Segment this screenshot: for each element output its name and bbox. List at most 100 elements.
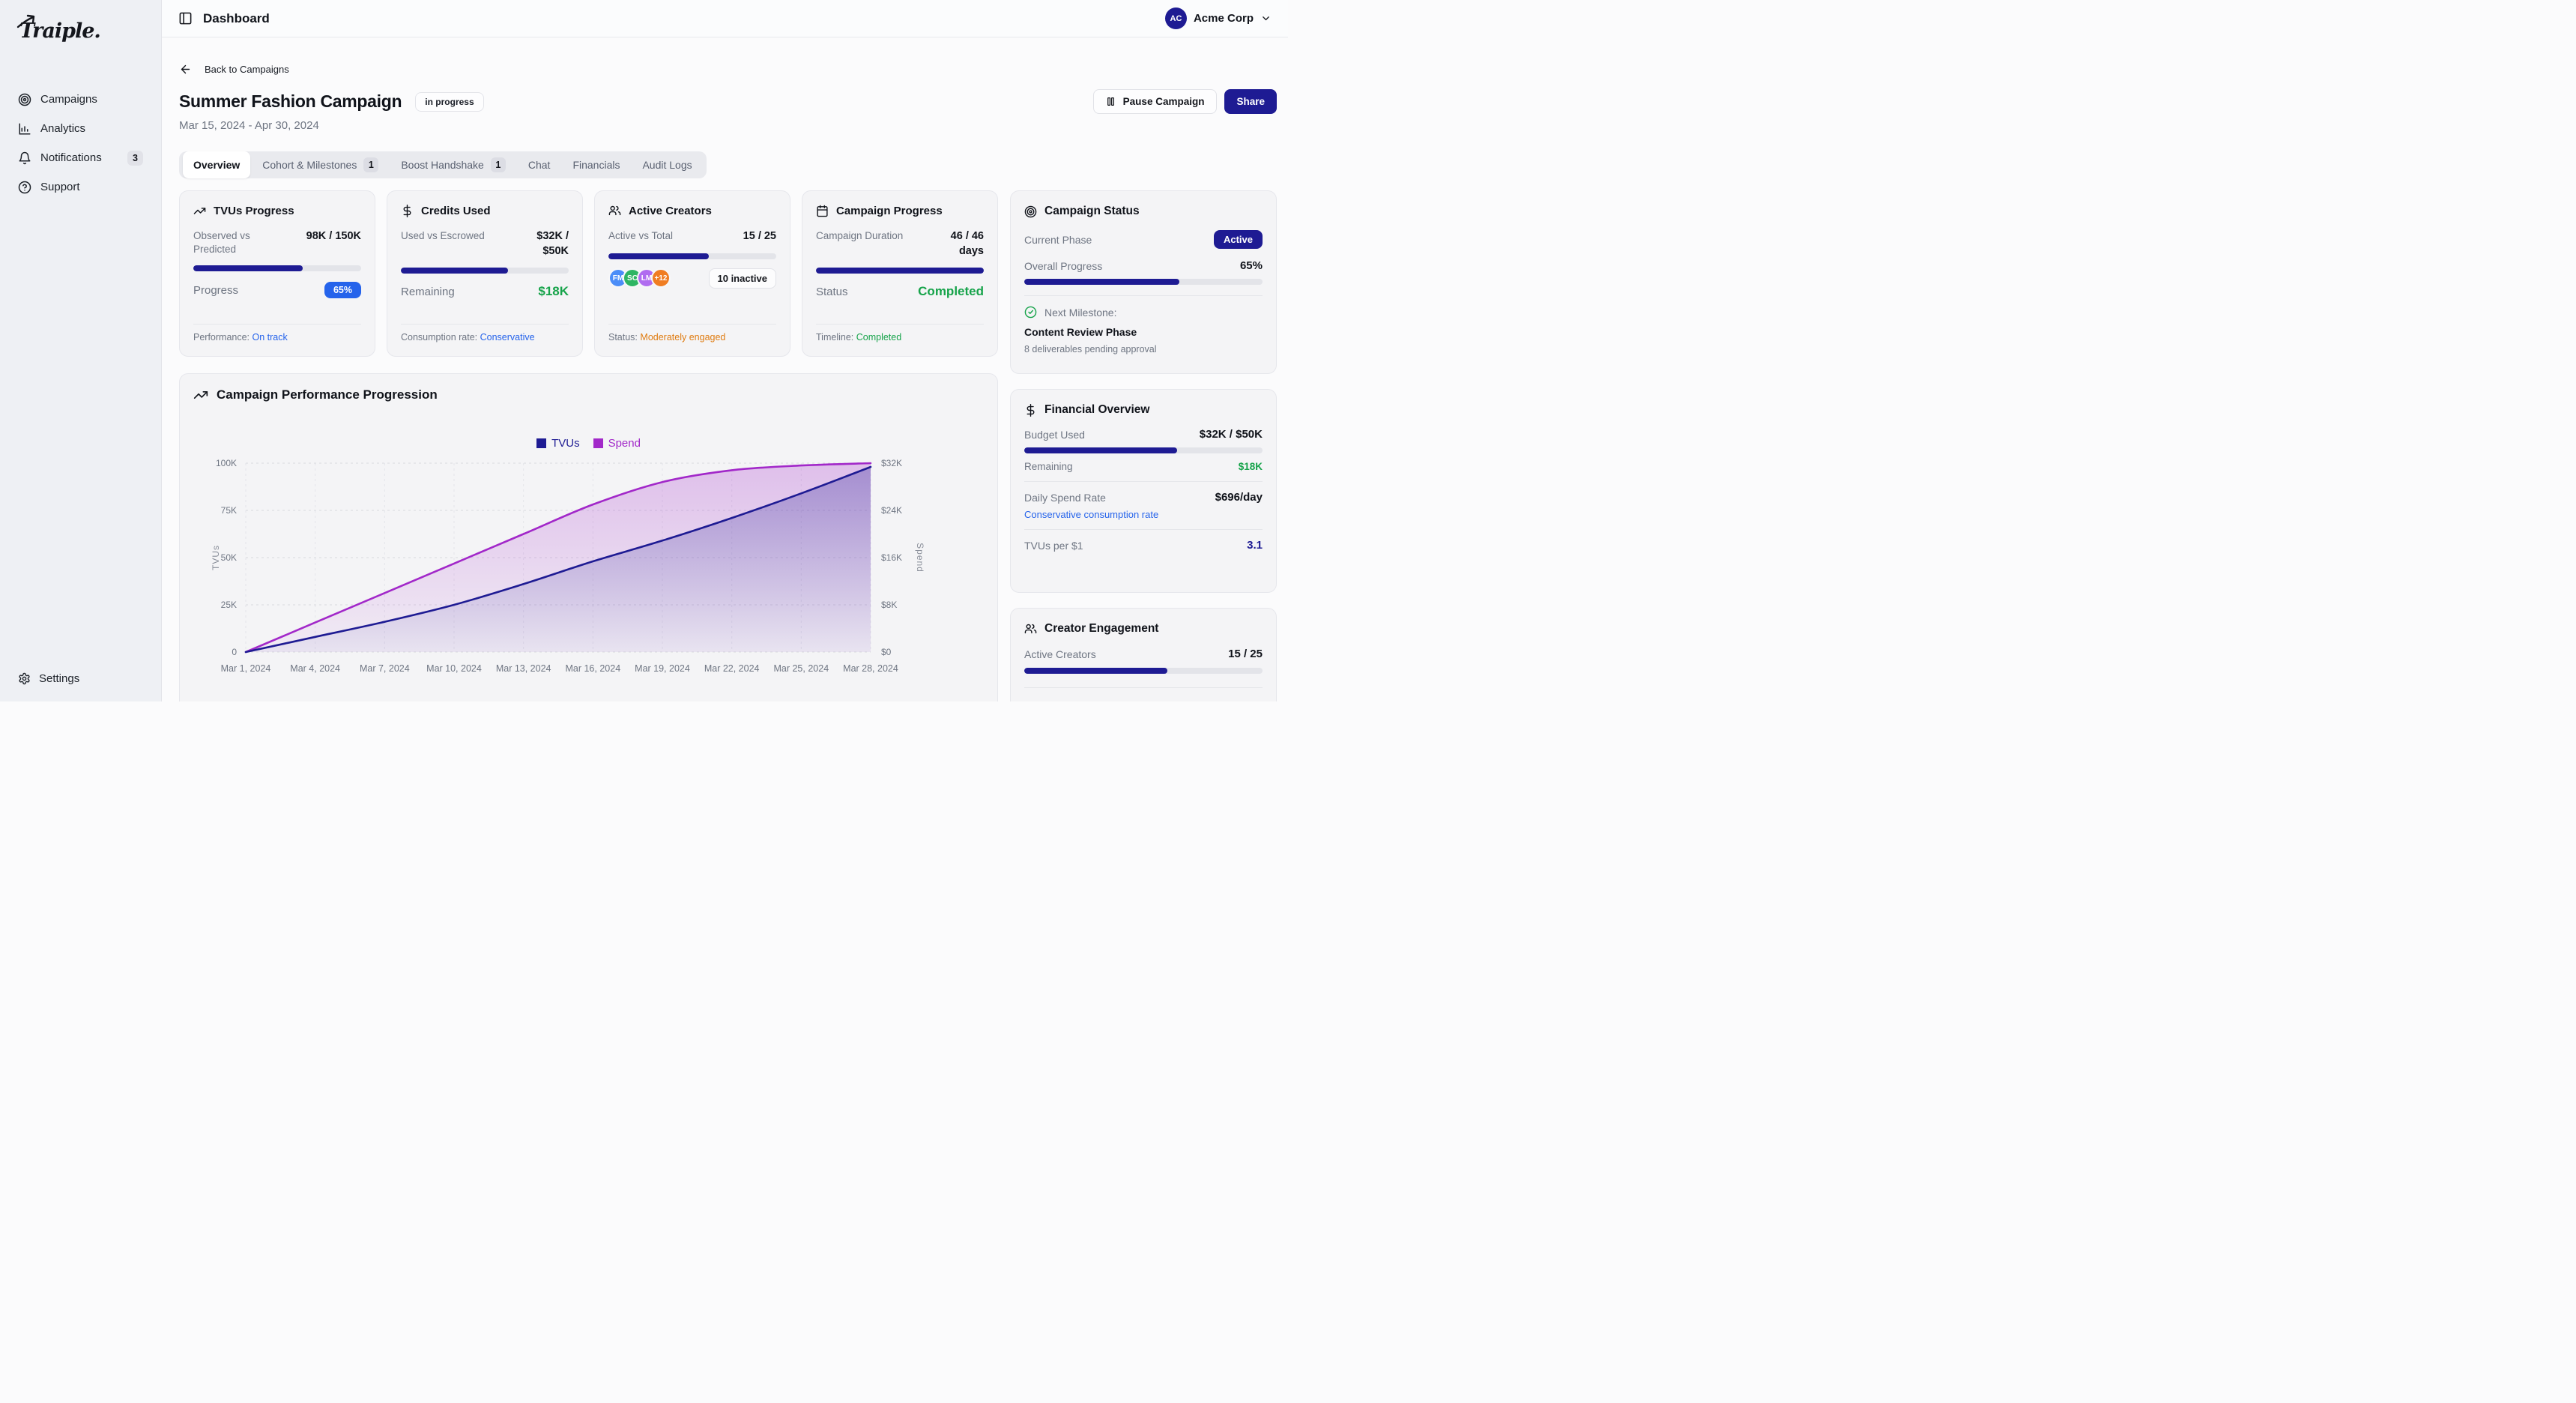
svg-text:50K: 50K: [221, 552, 237, 563]
progress-bar: [1024, 279, 1263, 285]
pause-campaign-button[interactable]: Pause Campaign: [1093, 89, 1218, 114]
card-footer: Timeline: Completed: [816, 324, 984, 343]
campaign-progress-card: Campaign Progress Campaign Duration46 / …: [802, 190, 998, 357]
share-button[interactable]: Share: [1224, 89, 1277, 114]
page-header-title: Dashboard: [203, 11, 270, 26]
org-switcher[interactable]: AC Acme Corp: [1165, 7, 1272, 29]
progress-bar: [401, 268, 569, 274]
tab-badge: 1: [491, 157, 506, 172]
campaign-title: Summer Fashion Campaign: [179, 91, 402, 112]
svg-text:Mar 28, 2024: Mar 28, 2024: [843, 663, 898, 674]
tab-badge: 1: [363, 157, 378, 172]
progress-pct-badge: 65%: [324, 282, 361, 298]
svg-text:$0: $0: [881, 647, 892, 657]
status-value: Completed: [918, 284, 984, 299]
metric-label: Campaign Duration: [816, 229, 903, 259]
svg-text:Mar 13, 2024: Mar 13, 2024: [496, 663, 551, 674]
svg-text:$8K: $8K: [881, 600, 897, 610]
sidebar-nav: Campaigns Analytics Notifications 3 Supp…: [0, 63, 161, 201]
notifications-count-badge: 3: [127, 151, 143, 166]
tab-cohort-milestones[interactable]: Cohort & Milestones1: [252, 151, 389, 178]
legend-item-spend: Spend: [593, 437, 641, 450]
trending-up-icon: [193, 205, 206, 217]
main-area: Dashboard AC Acme Corp Back to Campaigns…: [162, 0, 1288, 702]
body-grid: TVUs Progress Observed vs Predicted98K /…: [179, 190, 1277, 702]
svg-text:Mar 1, 2024: Mar 1, 2024: [221, 663, 271, 674]
milestone-note: 8 deliverables pending approval: [1024, 344, 1263, 354]
sidebar-item-settings[interactable]: Settings: [18, 672, 143, 685]
creator-engagement-card: Creator Engagement Active Creators15 / 2…: [1010, 608, 1277, 702]
svg-text:Mar 19, 2024: Mar 19, 2024: [635, 663, 690, 674]
bar-chart-icon: [18, 122, 31, 136]
tvus-progress-card: TVUs Progress Observed vs Predicted98K /…: [179, 190, 375, 357]
svg-text:Mar 10, 2024: Mar 10, 2024: [426, 663, 482, 674]
tabbar: Overview Cohort & Milestones1 Boost Hand…: [179, 151, 707, 178]
users-icon: [608, 205, 621, 217]
svg-text:25K: 25K: [221, 600, 237, 610]
users-icon: [1024, 623, 1037, 636]
back-link[interactable]: Back to Campaigns: [179, 63, 289, 76]
tab-audit-logs[interactable]: Audit Logs: [632, 151, 702, 178]
tab-overview[interactable]: Overview: [183, 151, 250, 178]
legend-swatch: [593, 438, 603, 448]
chevron-down-icon: [1260, 13, 1272, 24]
content: Back to Campaigns Summer Fashion Campaig…: [162, 37, 1288, 702]
trending-up-icon: [193, 387, 208, 402]
tab-financials[interactable]: Financials: [562, 151, 630, 178]
logo-arrow-icon: [16, 13, 39, 30]
sidebar-footer: Settings: [0, 672, 161, 702]
svg-text:100K: 100K: [216, 458, 237, 468]
sidebar-item-support[interactable]: Support: [9, 173, 152, 201]
phase-badge: Active: [1214, 230, 1263, 249]
financial-overview-card: Financial Overview Budget Used$32K / $50…: [1010, 389, 1277, 593]
sidebar-item-notifications[interactable]: Notifications 3: [9, 144, 152, 172]
metric-label: Used vs Escrowed: [401, 229, 485, 259]
sidebar-item-analytics[interactable]: Analytics: [9, 115, 152, 142]
org-name: Acme Corp: [1194, 12, 1254, 25]
inactive-count-chip: 10 inactive: [709, 268, 777, 289]
svg-text:Mar 7, 2024: Mar 7, 2024: [360, 663, 410, 674]
milestone-title: Content Review Phase: [1024, 326, 1263, 338]
svg-text:Mar 25, 2024: Mar 25, 2024: [773, 663, 829, 674]
pause-icon: [1106, 97, 1116, 106]
metric-value: 46 / 46 days: [927, 229, 984, 259]
avatars-row: FMSCLM+12 10 inactive: [608, 268, 776, 289]
svg-text:75K: 75K: [221, 505, 237, 516]
left-column: TVUs Progress Observed vs Predicted98K /…: [179, 190, 998, 702]
campaign-status-chip: in progress: [415, 92, 483, 112]
arrow-left-icon: [179, 63, 192, 76]
dollar-icon: [1024, 404, 1037, 417]
metric-label: Observed vs Predicted: [193, 229, 283, 256]
sidebar-item-campaigns[interactable]: Campaigns: [9, 85, 152, 113]
app-screen: Traiple. Campaigns Analytics Notificatio…: [0, 0, 1288, 702]
svg-text:$16K: $16K: [881, 552, 902, 563]
legend-item-tvus: TVUs: [536, 437, 580, 450]
dollar-icon: [401, 205, 414, 217]
chart-legend: TVUs Spend: [193, 437, 984, 450]
credits-used-card: Credits Used Used vs Escrowed$32K / $50K…: [387, 190, 583, 357]
creator-avatar: +12: [651, 268, 671, 288]
performance-chart-card: Campaign Performance Progression TVUs Sp…: [179, 373, 998, 702]
divider: [1024, 529, 1263, 530]
performance-chart: 0$025K$8K50K$16K75K$24K100K$32KMar 1, 20…: [193, 456, 978, 681]
svg-text:Mar 16, 2024: Mar 16, 2024: [565, 663, 620, 674]
chart-title: Campaign Performance Progression: [217, 387, 438, 402]
sidebar-item-label: Notifications: [40, 151, 102, 164]
target-icon: [18, 93, 31, 106]
creator-avatar-stack: FMSCLM+12: [608, 268, 671, 288]
sidebar: Traiple. Campaigns Analytics Notificatio…: [0, 0, 162, 702]
tab-boost-handshake[interactable]: Boost Handshake1: [390, 151, 516, 178]
progress-bar: [1024, 447, 1263, 453]
tab-chat[interactable]: Chat: [518, 151, 561, 178]
card-footer: Performance: On track: [193, 324, 361, 343]
calendar-icon: [816, 205, 829, 217]
active-creators-card: Active Creators Active vs Total15 / 25 F…: [594, 190, 790, 357]
right-column: Campaign Status Current PhaseActive Over…: [1010, 190, 1277, 702]
svg-text:Mar 22, 2024: Mar 22, 2024: [704, 663, 760, 674]
brand-logo: Traiple.: [0, 0, 161, 63]
card-footer: Status: Moderately engaged: [608, 324, 776, 343]
sidebar-toggle-button[interactable]: [178, 11, 193, 25]
target-icon: [1024, 205, 1037, 218]
gear-icon: [18, 672, 31, 685]
progress-bar: [816, 268, 984, 274]
